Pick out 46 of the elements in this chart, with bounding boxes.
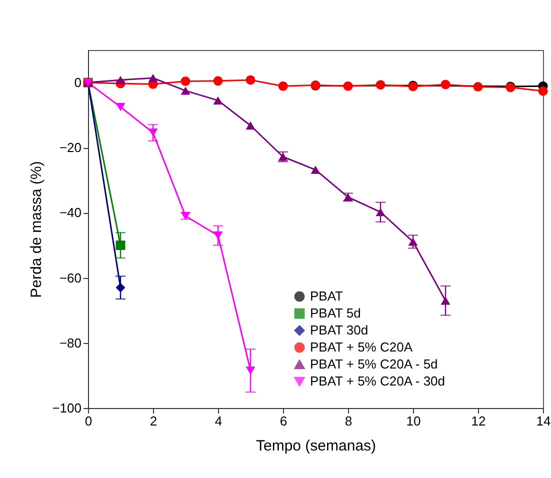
x-tick-label: 0: [84, 414, 92, 428]
x-tick-label: 12: [471, 414, 486, 428]
point: [213, 96, 223, 105]
x-tick-label: 8: [344, 414, 352, 428]
point: [310, 166, 320, 174]
point: [376, 208, 386, 216]
x-tick-label: 2: [150, 414, 158, 428]
point: [213, 231, 223, 240]
x-axis-title: Tempo (semanas): [256, 438, 376, 454]
x-tick-label: 10: [406, 414, 421, 428]
y-tick-label: −60: [59, 270, 82, 286]
x-tick-label: 4: [214, 414, 222, 428]
point: [408, 238, 418, 246]
y-tick-label: −80: [59, 335, 82, 350]
legend-label: PBAT 5d: [310, 306, 361, 320]
point: [148, 128, 158, 137]
legend-label: PBAT + 5% C20A - 30d: [310, 374, 446, 388]
point: [278, 81, 288, 91]
point: [440, 80, 450, 90]
legend-label: PBAT + 5% C20A: [310, 340, 413, 354]
point: [116, 76, 126, 84]
point: [343, 81, 353, 91]
point: [116, 102, 126, 112]
point: [473, 82, 483, 92]
point: [180, 76, 190, 86]
y-tick-label: −40: [59, 205, 82, 220]
x-tick-label: 14: [536, 414, 551, 428]
point: [538, 86, 548, 96]
point: [180, 86, 190, 95]
y-axis-title: Perda de massa (%): [28, 161, 46, 298]
legend-label: PBAT 30d: [310, 322, 368, 338]
y-tick-label: −20: [59, 140, 82, 156]
point: [148, 74, 158, 82]
point: [213, 76, 223, 86]
point: [246, 366, 256, 375]
point: [246, 75, 256, 85]
x-tick-label: 6: [280, 414, 288, 428]
y-tick-label: 0: [74, 75, 82, 90]
legend-label: PBAT: [310, 288, 344, 304]
legend-label: PBAT + 5% C20A - 5d: [310, 356, 438, 372]
point: [376, 80, 386, 90]
point: [246, 121, 256, 130]
point: [440, 296, 450, 305]
point: [116, 282, 126, 292]
y-tick-label: −100: [52, 400, 82, 416]
point: [116, 240, 126, 250]
